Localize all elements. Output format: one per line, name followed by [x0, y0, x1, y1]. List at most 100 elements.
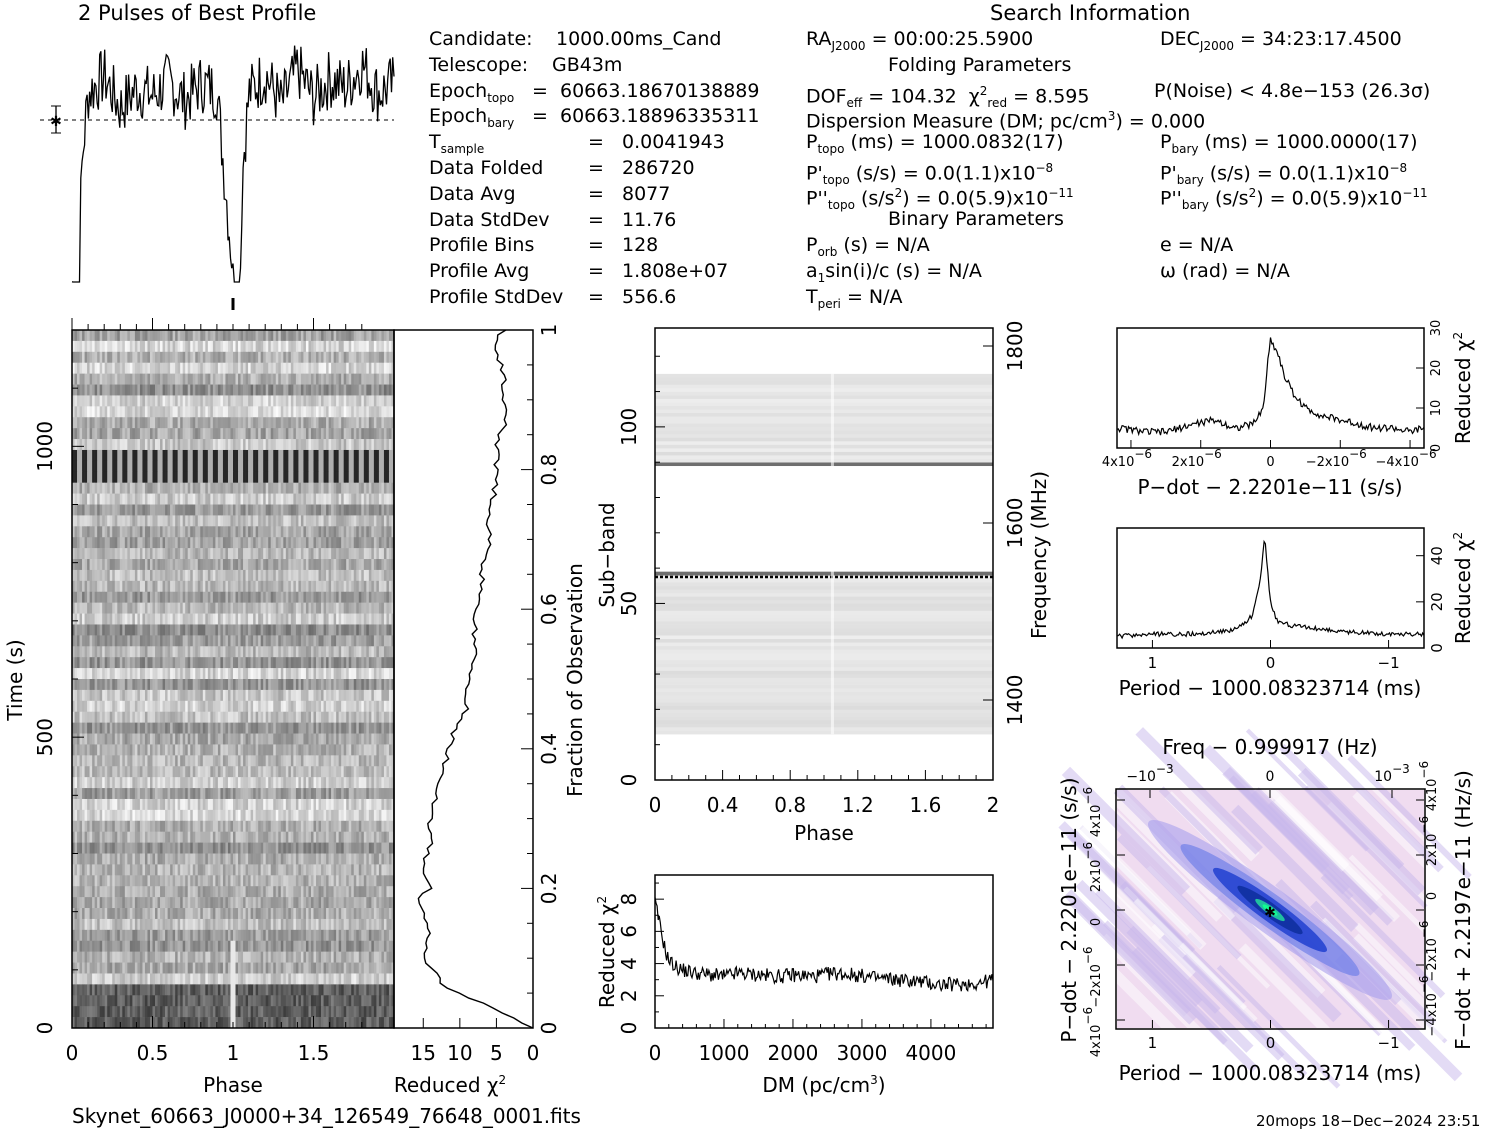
heatmap-cell	[235, 679, 239, 691]
heatmap-cell	[343, 679, 347, 691]
heatmap-cell	[160, 537, 163, 549]
heatmap-cell	[341, 548, 344, 560]
heatmap-cell	[270, 602, 274, 614]
heatmap-cell	[295, 668, 299, 680]
heatmap-cell	[295, 482, 299, 494]
heatmap-cell	[230, 493, 234, 505]
heatmap-cell	[235, 591, 239, 603]
heatmap-cell	[308, 395, 312, 407]
heatmap-cell	[253, 482, 256, 494]
heatmap-cell	[280, 351, 284, 364]
heatmap-cell	[79, 449, 83, 462]
heatmap-cell	[170, 668, 173, 680]
heatmap-cell	[333, 679, 337, 691]
heatmap-cell	[202, 646, 206, 658]
heatmap-cell	[248, 471, 251, 483]
heatmap-cell	[142, 449, 146, 462]
heatmap-cell	[137, 657, 141, 669]
heatmap-cell	[310, 330, 314, 342]
heatmap-cell	[363, 668, 367, 680]
heatmap-cell	[323, 657, 327, 669]
heatmap-cell	[185, 340, 189, 353]
heatmap-cell	[84, 624, 88, 636]
heatmap-cell	[109, 646, 113, 658]
heatmap-cell	[200, 471, 204, 483]
heatmap-cell	[353, 613, 357, 625]
heatmap-cell	[275, 711, 279, 723]
heatmap-cell	[245, 646, 249, 658]
heatmap-cell	[195, 406, 199, 418]
heatmap-cell	[134, 635, 138, 647]
heatmap-cell	[162, 700, 166, 713]
heatmap-cell	[149, 340, 153, 353]
heatmap-cell	[343, 504, 347, 516]
heatmap-cell	[298, 439, 302, 451]
heatmap-cell	[358, 340, 362, 353]
heatmap-cell	[152, 569, 156, 582]
heatmap-cell	[245, 580, 249, 593]
heatmap-cell	[310, 515, 314, 527]
heatmap-cell	[343, 417, 347, 429]
heatmap-cell	[222, 351, 226, 364]
heatmap-cell	[283, 406, 287, 418]
heatmap-cell	[270, 580, 274, 593]
heatmap-cell	[381, 537, 385, 549]
heatmap-cell	[316, 635, 319, 647]
heatmap-cell	[157, 537, 161, 549]
heatmap-cell	[383, 482, 387, 494]
heatmap-cell	[107, 569, 111, 582]
heatmap-cell	[87, 439, 90, 451]
heatmap-cell	[122, 493, 126, 505]
heatmap-cell	[225, 744, 229, 756]
heatmap-cell	[361, 591, 365, 603]
heatmap-cell	[275, 646, 279, 658]
heatmap-cell	[215, 493, 219, 505]
heatmap-cell	[305, 537, 309, 549]
heatmap-cell	[265, 668, 269, 680]
heatmap-cell	[215, 460, 219, 473]
heatmap-cell	[376, 689, 380, 702]
heatmap-cell	[273, 417, 277, 429]
heatmap-cell	[114, 330, 118, 342]
heatmap-cell	[351, 493, 355, 505]
heatmap-cell	[295, 351, 299, 364]
heatmap-cell	[268, 624, 272, 636]
heatmap-cell	[132, 395, 136, 407]
heatmap-cell	[341, 504, 344, 516]
heatmap-cell	[265, 591, 269, 603]
heatmap-cell	[308, 537, 312, 549]
heatmap-cell	[260, 668, 264, 680]
heatmap-cell	[215, 340, 219, 353]
heatmap-cell	[157, 417, 161, 429]
heatmap-cell	[114, 580, 118, 593]
heatmap-cell	[388, 384, 392, 396]
heatmap-cell	[210, 657, 214, 669]
heatmap-cell	[346, 362, 350, 374]
heatmap-cell	[74, 700, 78, 713]
heatmap-cell	[250, 700, 254, 713]
heatmap-cell	[250, 537, 254, 549]
heatmap-cell	[318, 602, 322, 614]
heatmap-cell	[142, 460, 146, 473]
heatmap-cell	[363, 482, 367, 494]
heatmap-cell	[351, 580, 355, 593]
heatmap-cell	[351, 559, 355, 571]
heatmap-cell	[278, 668, 282, 680]
heatmap-cell	[280, 330, 284, 342]
heatmap-cell	[72, 733, 75, 745]
heatmap-cell	[215, 711, 219, 723]
heatmap-cell	[265, 449, 269, 462]
heatmap-cell	[134, 657, 138, 669]
heatmap-cell	[220, 613, 224, 625]
heatmap-cell	[341, 711, 344, 723]
heatmap-cell	[263, 635, 267, 647]
heatmap-cell	[94, 460, 98, 473]
heatmap-cell	[310, 613, 314, 625]
heatmap-cell	[74, 580, 78, 593]
heatmap-cell	[273, 722, 277, 734]
heatmap-cell	[313, 613, 317, 625]
heatmap-cell	[160, 439, 163, 451]
heatmap-cell	[114, 449, 118, 462]
heatmap-cell	[383, 340, 387, 353]
heatmap-cell	[112, 679, 116, 691]
